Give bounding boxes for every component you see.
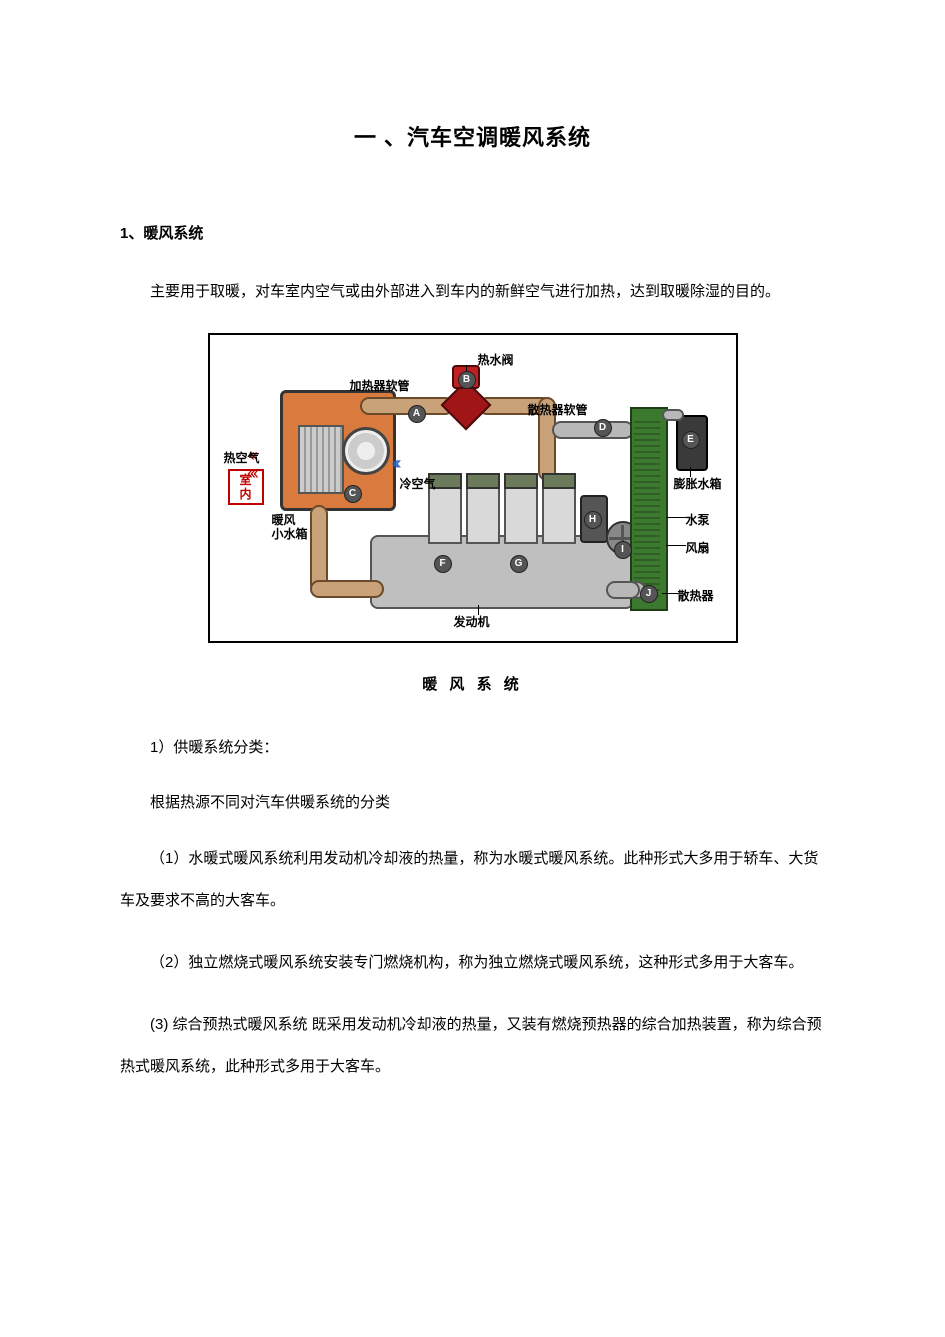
node-B: B — [458, 371, 476, 389]
radiator-hose-top — [552, 421, 634, 439]
label-heater-core: 暖风小水箱 — [272, 513, 308, 541]
label-expansion-tank: 膨胀水箱 — [674, 475, 722, 492]
label-room: 室内 — [228, 469, 264, 505]
item-1: （1）水暖式暖风系统利用发动机冷却液的热量，称为水暖式暖风系统。此种形式大多用于… — [120, 838, 825, 922]
radiator-fins — [634, 417, 660, 597]
label-cold-air: 冷空气 — [400, 475, 436, 492]
item-3: (3) 综合预热式暖风系统 既采用发动机冷却液的热量，又装有燃烧预热器的综合加热… — [120, 1004, 825, 1088]
node-D: D — [594, 419, 612, 437]
sub-1-line: 根据热源不同对汽车供暖系统的分类 — [120, 783, 825, 822]
node-C: C — [344, 485, 362, 503]
label-heater-hose: 加热器软管 — [350, 377, 410, 394]
label-hot-air: 热空气 — [224, 449, 260, 466]
engine-block — [370, 535, 634, 609]
leader-exptank — [690, 467, 691, 477]
leader-pump — [666, 517, 686, 518]
diagram-caption: 暖 风 系 统 — [120, 673, 825, 694]
label-hot-water-valve: 热水阀 — [478, 351, 514, 368]
node-F: F — [434, 555, 452, 573]
node-J: J — [640, 585, 658, 603]
blower-fan — [342, 427, 390, 475]
cylinder-4 — [542, 485, 576, 544]
label-water-pump: 水泵 — [686, 511, 710, 528]
cylinder-1 — [428, 485, 462, 544]
node-I: I — [614, 541, 632, 559]
node-A: A — [408, 405, 426, 423]
item-2: （2）独立燃烧式暖风系统安装专门燃烧机构，称为独立燃烧式暖风系统，这种形式多用于… — [120, 942, 825, 984]
cylinder-2 — [466, 485, 500, 544]
section-1-heading: 1、暖风系统 — [120, 222, 825, 243]
intro-paragraph: 主要用于取暖，对车室内空气或由外部进入到车内的新鲜空气进行加热，达到取暖除湿的目… — [120, 271, 825, 313]
leader-engine — [478, 605, 479, 615]
cylinder-3 — [504, 485, 538, 544]
sub-1-heading: 1）供暖系统分类： — [120, 728, 825, 767]
cyl-top-2 — [466, 473, 500, 489]
leader-radiator — [662, 593, 678, 594]
label-engine: 发动机 — [454, 613, 490, 630]
node-G: G — [510, 555, 528, 573]
label-fan: 风扇 — [686, 539, 710, 556]
exp-tank-hose — [662, 409, 684, 421]
cyl-top-3 — [504, 473, 538, 489]
node-H: H — [584, 511, 602, 529]
node-E: E — [682, 431, 700, 449]
cyl-top-4 — [542, 473, 576, 489]
leader-fan — [666, 545, 686, 546]
heater-return-hose-h — [310, 580, 384, 598]
label-radiator: 散热器 — [678, 587, 714, 604]
heating-system-diagram: ‹‹‹ ›› ››› A B C D E F G H I J 热水阀 加热器软管… — [208, 333, 738, 643]
label-radiator-hose: 散热器软管 — [528, 401, 588, 418]
cold-air-arrows: ‹‹‹ — [392, 453, 398, 474]
diagram-container: ‹‹‹ ›› ››› A B C D E F G H I J 热水阀 加热器软管… — [120, 333, 825, 643]
page-title: 一 、汽车空调暖风系统 — [120, 120, 825, 152]
radiator-hose-bottom-2 — [606, 581, 640, 599]
heater-hose-top — [360, 397, 454, 415]
leader-valve — [466, 365, 467, 371]
heater-core-fins — [298, 425, 344, 494]
